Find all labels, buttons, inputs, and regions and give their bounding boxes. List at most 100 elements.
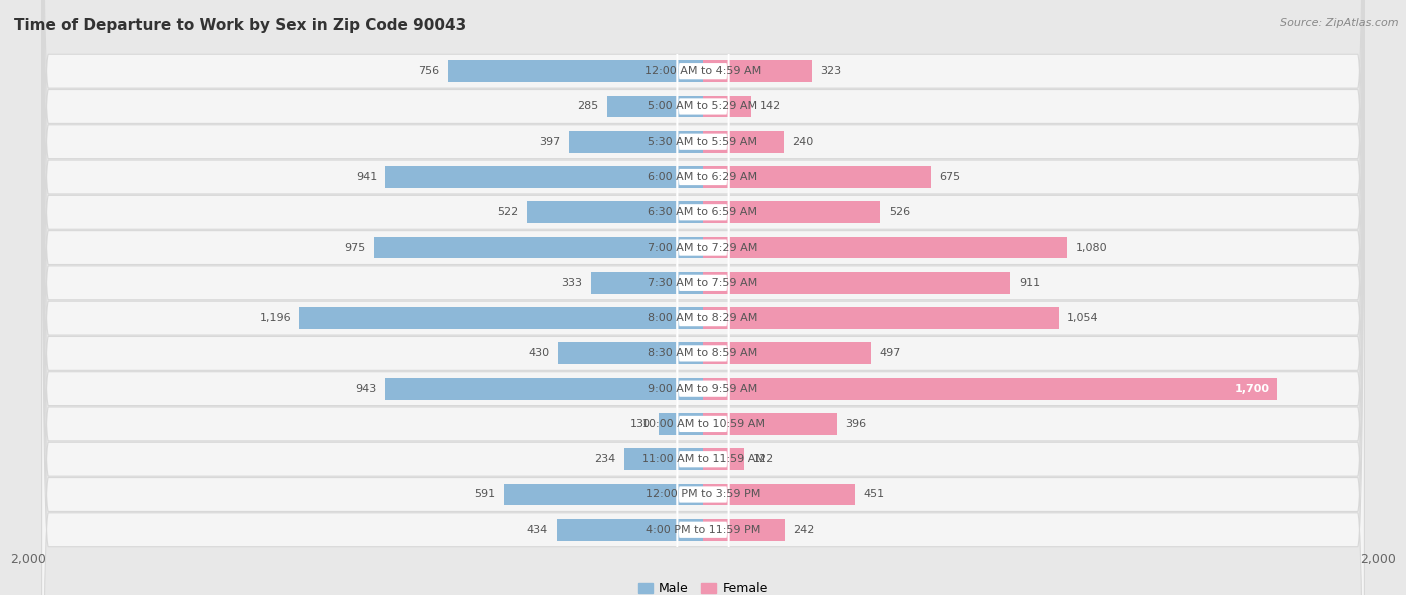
- FancyBboxPatch shape: [42, 0, 1364, 595]
- Text: 675: 675: [939, 172, 960, 182]
- FancyBboxPatch shape: [42, 0, 1364, 595]
- FancyBboxPatch shape: [42, 0, 1364, 595]
- FancyBboxPatch shape: [42, 0, 1364, 595]
- FancyBboxPatch shape: [42, 0, 1364, 595]
- FancyBboxPatch shape: [42, 0, 1364, 595]
- Bar: [557, 519, 703, 541]
- Bar: [558, 343, 703, 364]
- FancyBboxPatch shape: [676, 44, 730, 592]
- Text: 6:30 AM to 6:59 AM: 6:30 AM to 6:59 AM: [648, 207, 758, 217]
- Bar: [703, 484, 855, 505]
- FancyBboxPatch shape: [676, 0, 730, 522]
- Text: 943: 943: [356, 384, 377, 394]
- Text: 234: 234: [595, 454, 616, 464]
- Text: 522: 522: [498, 207, 519, 217]
- FancyBboxPatch shape: [42, 0, 1364, 595]
- Bar: [703, 131, 785, 153]
- Bar: [659, 413, 703, 435]
- FancyBboxPatch shape: [42, 0, 1364, 595]
- Bar: [703, 272, 1011, 294]
- Bar: [703, 166, 931, 188]
- Bar: [385, 378, 703, 400]
- Text: 6:00 AM to 6:29 AM: 6:00 AM to 6:29 AM: [648, 172, 758, 182]
- Bar: [703, 413, 837, 435]
- FancyBboxPatch shape: [676, 0, 730, 416]
- FancyBboxPatch shape: [676, 256, 730, 595]
- Text: 130: 130: [630, 419, 651, 429]
- Text: 323: 323: [821, 66, 842, 76]
- Text: 7:00 AM to 7:29 AM: 7:00 AM to 7:29 AM: [648, 243, 758, 252]
- Bar: [591, 272, 703, 294]
- Bar: [703, 201, 880, 223]
- FancyBboxPatch shape: [42, 0, 1364, 595]
- FancyBboxPatch shape: [676, 185, 730, 595]
- Bar: [703, 448, 744, 470]
- Bar: [527, 201, 703, 223]
- Text: 240: 240: [793, 137, 814, 147]
- Text: 591: 591: [474, 490, 495, 499]
- FancyBboxPatch shape: [42, 0, 1364, 595]
- FancyBboxPatch shape: [676, 0, 730, 451]
- Legend: Male, Female: Male, Female: [633, 577, 773, 595]
- Text: 5:00 AM to 5:29 AM: 5:00 AM to 5:29 AM: [648, 102, 758, 111]
- Text: 12:00 AM to 4:59 AM: 12:00 AM to 4:59 AM: [645, 66, 761, 76]
- Bar: [703, 96, 751, 117]
- Text: 12:00 PM to 3:59 PM: 12:00 PM to 3:59 PM: [645, 490, 761, 499]
- Text: 1,196: 1,196: [259, 313, 291, 323]
- Text: 10:00 AM to 10:59 AM: 10:00 AM to 10:59 AM: [641, 419, 765, 429]
- Text: 1,054: 1,054: [1067, 313, 1098, 323]
- Text: 911: 911: [1019, 278, 1040, 288]
- Bar: [703, 237, 1067, 258]
- Bar: [503, 484, 703, 505]
- FancyBboxPatch shape: [676, 115, 730, 595]
- Bar: [703, 60, 813, 82]
- FancyBboxPatch shape: [676, 0, 730, 381]
- Text: 8:30 AM to 8:59 AM: 8:30 AM to 8:59 AM: [648, 349, 758, 358]
- Text: 526: 526: [889, 207, 910, 217]
- Text: 430: 430: [529, 349, 550, 358]
- FancyBboxPatch shape: [42, 0, 1364, 595]
- Bar: [607, 96, 703, 117]
- Text: 397: 397: [540, 137, 561, 147]
- Text: 5:30 AM to 5:59 AM: 5:30 AM to 5:59 AM: [648, 137, 758, 147]
- Text: 434: 434: [527, 525, 548, 535]
- Bar: [624, 448, 703, 470]
- Text: 7:30 AM to 7:59 AM: 7:30 AM to 7:59 AM: [648, 278, 758, 288]
- FancyBboxPatch shape: [42, 0, 1364, 595]
- Text: 396: 396: [845, 419, 866, 429]
- FancyBboxPatch shape: [42, 0, 1364, 595]
- Bar: [569, 131, 703, 153]
- FancyBboxPatch shape: [676, 150, 730, 595]
- FancyBboxPatch shape: [676, 79, 730, 595]
- Text: 122: 122: [752, 454, 773, 464]
- Bar: [703, 343, 870, 364]
- Text: 4:00 PM to 11:59 PM: 4:00 PM to 11:59 PM: [645, 525, 761, 535]
- Text: 941: 941: [356, 172, 377, 182]
- Bar: [703, 307, 1059, 329]
- Text: 1,080: 1,080: [1076, 243, 1108, 252]
- Text: 1,700: 1,700: [1234, 384, 1270, 394]
- Bar: [703, 519, 785, 541]
- Text: Source: ZipAtlas.com: Source: ZipAtlas.com: [1281, 18, 1399, 28]
- Bar: [703, 378, 1277, 400]
- Text: Time of Departure to Work by Sex in Zip Code 90043: Time of Departure to Work by Sex in Zip …: [14, 18, 467, 33]
- Text: 975: 975: [344, 243, 366, 252]
- Bar: [385, 166, 703, 188]
- FancyBboxPatch shape: [676, 0, 730, 345]
- Bar: [299, 307, 703, 329]
- Text: 142: 142: [759, 102, 780, 111]
- FancyBboxPatch shape: [676, 220, 730, 595]
- Text: 11:00 AM to 11:59 AM: 11:00 AM to 11:59 AM: [641, 454, 765, 464]
- Text: 242: 242: [793, 525, 814, 535]
- Bar: [449, 60, 703, 82]
- Text: 8:00 AM to 8:29 AM: 8:00 AM to 8:29 AM: [648, 313, 758, 323]
- Text: 333: 333: [561, 278, 582, 288]
- Text: 285: 285: [576, 102, 599, 111]
- FancyBboxPatch shape: [42, 0, 1364, 595]
- Text: 451: 451: [863, 490, 884, 499]
- FancyBboxPatch shape: [676, 0, 730, 486]
- Text: 497: 497: [879, 349, 900, 358]
- FancyBboxPatch shape: [676, 9, 730, 557]
- Bar: [374, 237, 703, 258]
- Text: 9:00 AM to 9:59 AM: 9:00 AM to 9:59 AM: [648, 384, 758, 394]
